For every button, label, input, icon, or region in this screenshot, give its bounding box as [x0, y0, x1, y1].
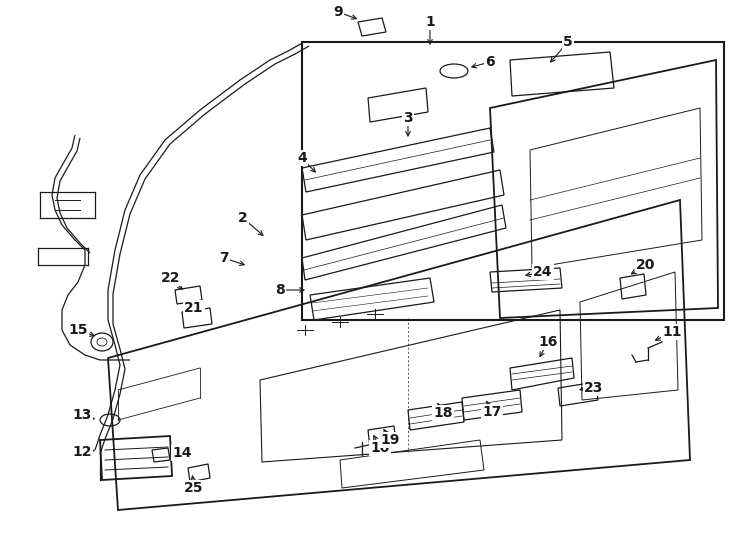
- Text: 10: 10: [371, 441, 390, 455]
- Text: 17: 17: [482, 405, 501, 419]
- Text: 4: 4: [297, 151, 307, 165]
- Text: 14: 14: [172, 446, 192, 460]
- Text: 23: 23: [584, 381, 603, 395]
- Text: 3: 3: [403, 111, 413, 125]
- Text: 18: 18: [433, 406, 453, 420]
- Text: 15: 15: [68, 323, 88, 337]
- Bar: [302, 42, 724, 320]
- Text: 11: 11: [662, 325, 682, 339]
- Text: 6: 6: [485, 55, 495, 69]
- Text: 20: 20: [636, 258, 655, 272]
- Text: 19: 19: [380, 433, 400, 447]
- Text: 21: 21: [184, 301, 204, 315]
- Text: 13: 13: [73, 408, 92, 422]
- Text: 1: 1: [425, 15, 435, 29]
- Text: 9: 9: [333, 5, 343, 19]
- Text: 22: 22: [161, 271, 181, 285]
- Text: 24: 24: [533, 265, 553, 279]
- Text: 5: 5: [563, 35, 573, 49]
- Text: 7: 7: [219, 251, 229, 265]
- Text: 16: 16: [538, 335, 558, 349]
- Text: 12: 12: [72, 445, 92, 459]
- Text: 2: 2: [238, 211, 248, 225]
- Text: 8: 8: [275, 283, 285, 297]
- Text: 25: 25: [184, 481, 204, 495]
